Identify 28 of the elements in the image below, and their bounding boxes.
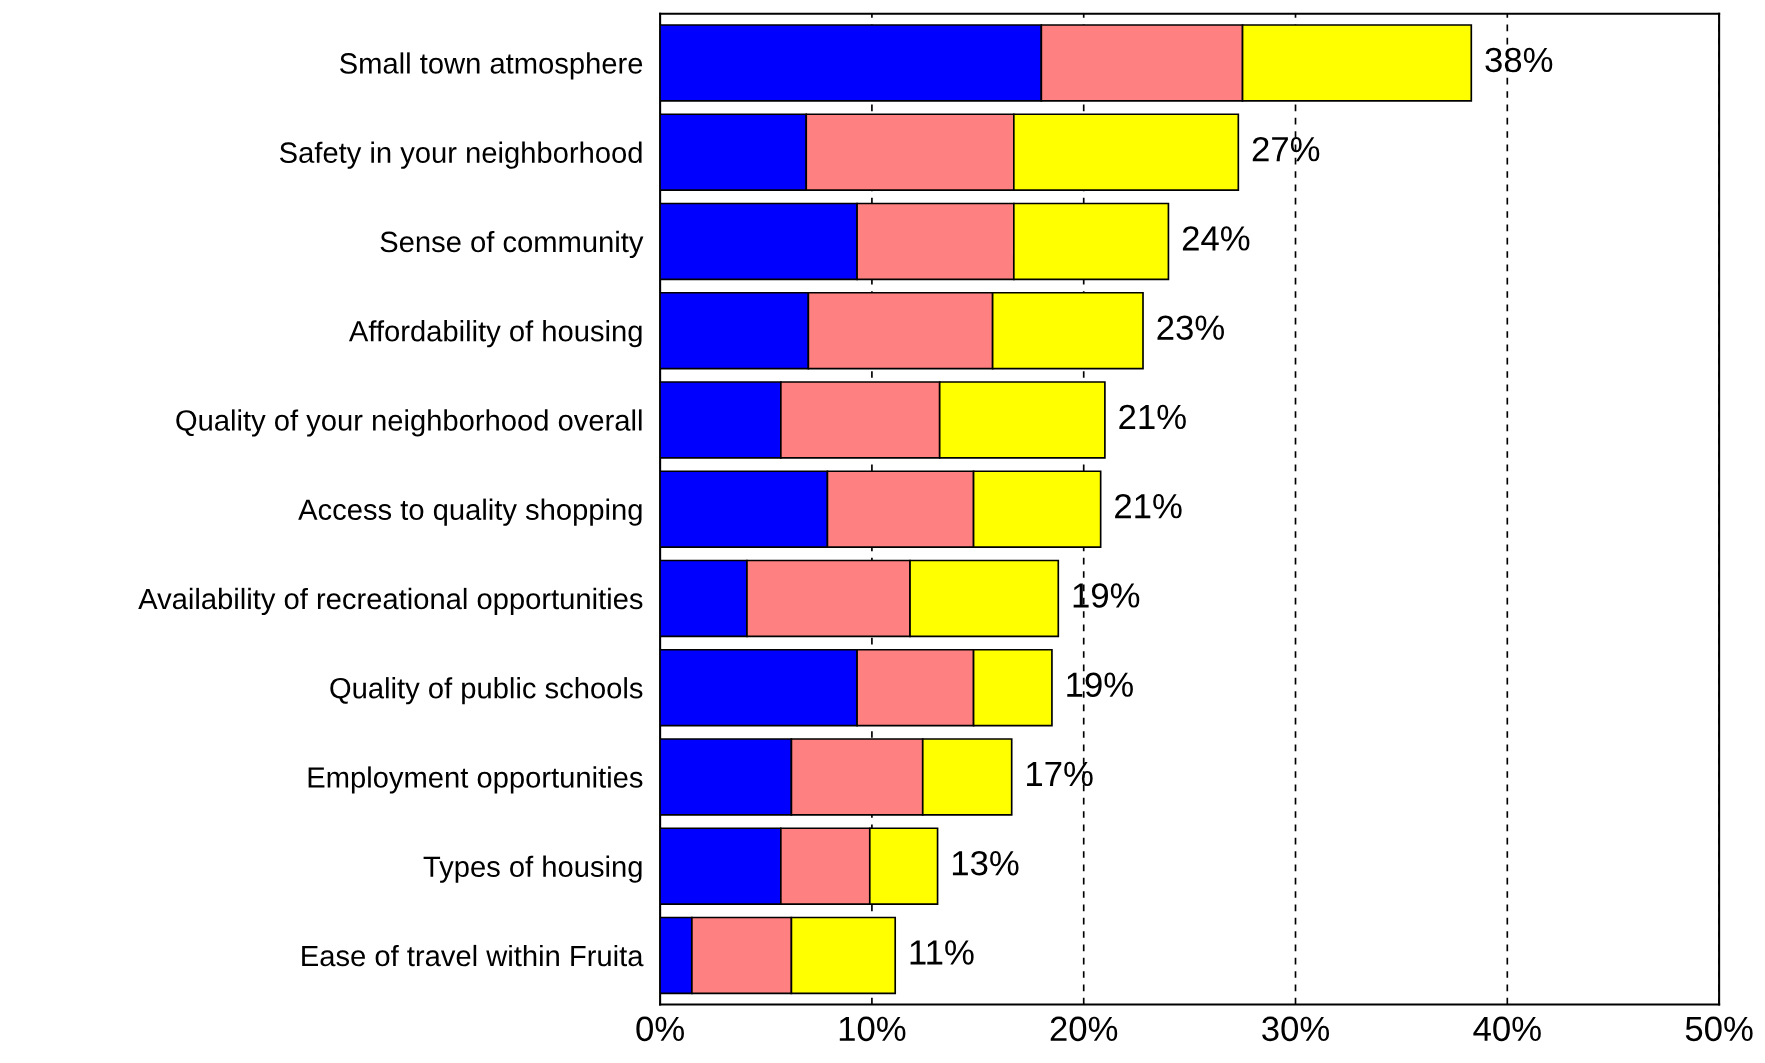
y-tick-label: Ease of travel within Fruita <box>302 944 644 967</box>
total-label: 38% <box>1485 47 1553 73</box>
x-tick-label: 0% <box>636 1016 684 1042</box>
total-label: 21% <box>1119 404 1186 430</box>
total-label: 19% <box>1067 672 1133 698</box>
total-label: 13% <box>952 850 1019 876</box>
total-label: 17% <box>1027 761 1093 787</box>
total-label: 23% <box>1157 315 1224 340</box>
y-tick-label: Safety in your neighborhood <box>279 141 642 169</box>
y-tick-label: Types of housing <box>423 855 642 883</box>
y-tick-label: Affordability of housing <box>348 320 642 348</box>
total-label: 24% <box>1182 226 1250 251</box>
x-tick-label: 50% <box>1685 1016 1753 1042</box>
y-tick-label: Quality of your neighborhood overall <box>176 409 642 437</box>
y-tick-label: Availability of recreational opportunities <box>138 587 643 616</box>
total-label: 11% <box>910 940 974 965</box>
x-tick-label: 40% <box>1473 1016 1541 1042</box>
y-tick-label: Quality of public schools <box>330 677 643 705</box>
y-tick-label: Employment opportunities <box>308 766 643 794</box>
y-tick-label: Sense of community <box>380 230 644 259</box>
y-tick-label: Small town atmosphere <box>340 52 643 80</box>
total-label: 27% <box>1252 136 1320 162</box>
x-tick-label: 10% <box>839 1016 906 1042</box>
total-label: 21% <box>1115 493 1182 519</box>
total-label: 19% <box>1073 583 1140 608</box>
x-tick-label: 20% <box>1050 1016 1118 1042</box>
y-tick-label: Access to quality shopping <box>298 498 642 526</box>
x-tick-label: 30% <box>1262 1016 1330 1042</box>
